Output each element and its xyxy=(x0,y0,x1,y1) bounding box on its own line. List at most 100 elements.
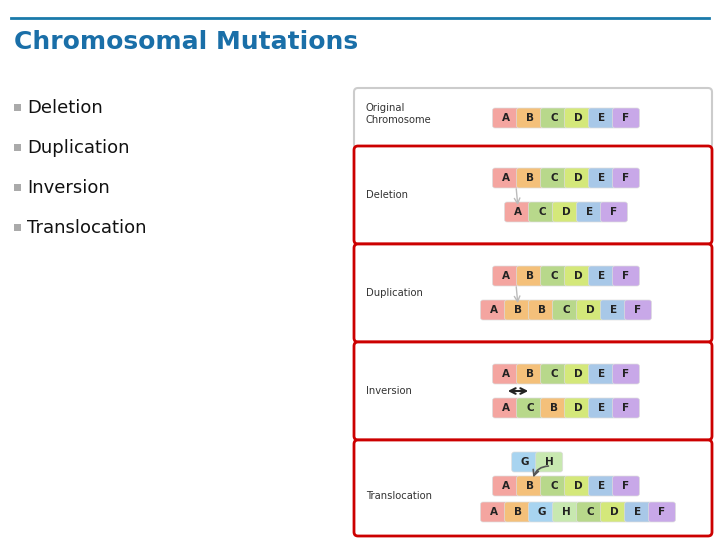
FancyBboxPatch shape xyxy=(613,266,639,286)
Text: Chromosomal Mutations: Chromosomal Mutations xyxy=(14,30,358,54)
Text: C: C xyxy=(538,207,546,217)
Text: E: E xyxy=(598,173,606,183)
Text: A: A xyxy=(502,403,510,413)
Text: A: A xyxy=(502,113,510,123)
Text: F: F xyxy=(622,271,629,281)
Text: A: A xyxy=(502,369,510,379)
FancyBboxPatch shape xyxy=(541,168,567,188)
Text: H: H xyxy=(545,457,554,467)
FancyBboxPatch shape xyxy=(492,364,520,384)
Text: Inversion: Inversion xyxy=(366,386,412,396)
FancyBboxPatch shape xyxy=(613,364,639,384)
FancyBboxPatch shape xyxy=(492,168,520,188)
FancyBboxPatch shape xyxy=(354,146,712,244)
Text: B: B xyxy=(550,403,558,413)
Text: A: A xyxy=(490,305,498,315)
Text: F: F xyxy=(622,113,629,123)
FancyBboxPatch shape xyxy=(577,300,603,320)
Text: E: E xyxy=(598,271,606,281)
FancyBboxPatch shape xyxy=(492,266,520,286)
Text: D: D xyxy=(562,207,570,217)
FancyBboxPatch shape xyxy=(600,502,628,522)
Text: C: C xyxy=(526,403,534,413)
Text: D: D xyxy=(574,403,582,413)
FancyBboxPatch shape xyxy=(354,244,712,342)
Text: Duplication: Duplication xyxy=(366,288,423,298)
FancyBboxPatch shape xyxy=(588,364,616,384)
FancyBboxPatch shape xyxy=(492,108,520,128)
FancyBboxPatch shape xyxy=(14,184,21,191)
Text: B: B xyxy=(526,369,534,379)
Text: G: G xyxy=(538,507,546,517)
Text: E: E xyxy=(598,113,606,123)
FancyBboxPatch shape xyxy=(600,300,628,320)
Text: E: E xyxy=(598,403,606,413)
Text: D: D xyxy=(585,305,594,315)
Text: E: E xyxy=(598,369,606,379)
FancyBboxPatch shape xyxy=(624,300,652,320)
FancyBboxPatch shape xyxy=(516,266,544,286)
FancyBboxPatch shape xyxy=(588,476,616,496)
Text: B: B xyxy=(514,507,522,517)
FancyBboxPatch shape xyxy=(516,398,544,418)
Text: D: D xyxy=(574,113,582,123)
Text: F: F xyxy=(634,305,642,315)
FancyBboxPatch shape xyxy=(541,266,567,286)
Text: C: C xyxy=(550,173,558,183)
FancyBboxPatch shape xyxy=(564,364,592,384)
FancyBboxPatch shape xyxy=(480,502,508,522)
Text: E: E xyxy=(598,481,606,491)
Text: D: D xyxy=(574,481,582,491)
Text: D: D xyxy=(610,507,618,517)
Text: A: A xyxy=(490,507,498,517)
FancyBboxPatch shape xyxy=(14,144,21,151)
Text: C: C xyxy=(550,369,558,379)
FancyBboxPatch shape xyxy=(505,202,531,222)
Text: Deletion: Deletion xyxy=(27,99,103,117)
Text: B: B xyxy=(526,173,534,183)
FancyBboxPatch shape xyxy=(613,398,639,418)
FancyBboxPatch shape xyxy=(613,108,639,128)
FancyBboxPatch shape xyxy=(354,342,712,440)
FancyBboxPatch shape xyxy=(492,398,520,418)
Text: B: B xyxy=(538,305,546,315)
FancyBboxPatch shape xyxy=(541,364,567,384)
Text: E: E xyxy=(611,305,618,315)
Text: F: F xyxy=(622,403,629,413)
Text: D: D xyxy=(574,173,582,183)
FancyBboxPatch shape xyxy=(600,202,628,222)
FancyBboxPatch shape xyxy=(541,108,567,128)
FancyBboxPatch shape xyxy=(577,202,603,222)
FancyBboxPatch shape xyxy=(505,300,531,320)
FancyBboxPatch shape xyxy=(564,476,592,496)
FancyBboxPatch shape xyxy=(577,502,603,522)
Text: D: D xyxy=(574,271,582,281)
Text: F: F xyxy=(622,369,629,379)
Text: Duplication: Duplication xyxy=(27,139,130,157)
Text: E: E xyxy=(586,207,593,217)
Text: C: C xyxy=(550,113,558,123)
FancyBboxPatch shape xyxy=(516,476,544,496)
FancyBboxPatch shape xyxy=(512,452,539,472)
FancyBboxPatch shape xyxy=(516,364,544,384)
Text: F: F xyxy=(622,173,629,183)
Text: Deletion: Deletion xyxy=(366,190,408,200)
FancyBboxPatch shape xyxy=(541,398,567,418)
Text: B: B xyxy=(526,113,534,123)
FancyBboxPatch shape xyxy=(516,108,544,128)
FancyBboxPatch shape xyxy=(552,202,580,222)
Text: Translocation: Translocation xyxy=(366,491,432,501)
FancyBboxPatch shape xyxy=(564,266,592,286)
FancyBboxPatch shape xyxy=(14,104,21,111)
FancyBboxPatch shape xyxy=(552,300,580,320)
Text: C: C xyxy=(586,507,594,517)
FancyBboxPatch shape xyxy=(480,300,508,320)
FancyBboxPatch shape xyxy=(624,502,652,522)
FancyBboxPatch shape xyxy=(354,88,712,148)
FancyBboxPatch shape xyxy=(564,168,592,188)
Text: F: F xyxy=(611,207,618,217)
FancyBboxPatch shape xyxy=(613,168,639,188)
FancyBboxPatch shape xyxy=(649,502,675,522)
FancyBboxPatch shape xyxy=(588,266,616,286)
Text: B: B xyxy=(514,305,522,315)
